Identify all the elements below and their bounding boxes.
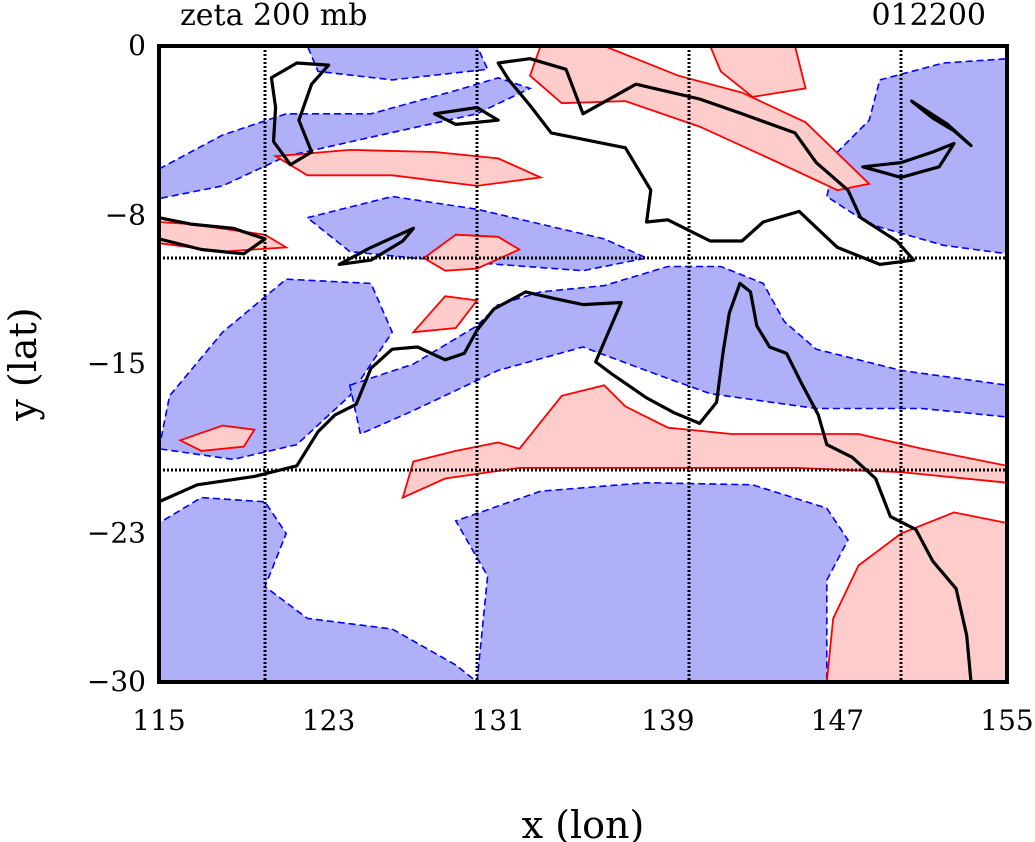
coastline-new-britain [861,141,956,179]
x-tick-label: 147 [811,704,864,737]
coastline-timor [337,226,415,266]
x-tick-label: 155 [980,704,1033,737]
x-axis-label: x (lon) [522,803,645,842]
plot-area [159,46,1007,682]
y-tick-label: −8 [105,199,146,232]
coastline-australia-mainland [159,281,973,682]
y-tick-label: 0 [128,29,146,62]
y-tick-labels: 0 −8 −15 −23 −30 [87,29,146,698]
coastline-layer [159,57,973,682]
negative-region-equatorial-trough [306,46,489,81]
x-tick-label: 139 [641,704,694,737]
x-tick-label: 115 [132,704,185,737]
title-right: 012200 [871,0,986,33]
positive-region-equatorial-patch [709,46,807,98]
x-tick-label: 123 [302,704,355,737]
title-left: zeta 200 mb [180,0,368,33]
plot-frame [157,44,1009,684]
grid-lines [159,46,1007,682]
negative-region-south-central-trough [454,481,849,682]
coastline-seram [433,105,500,126]
y-axis-label: y (lat) [1,307,45,421]
y-tick-label: −23 [87,517,146,550]
coastline-sulawesi [269,61,331,167]
negative-region-west-mid-trough [159,278,394,461]
positive-region-coral-sea-max [825,511,1007,682]
coastline-new-guinea [496,57,916,266]
positive-region-west-band [177,424,256,452]
negative-region-north-trough [159,76,533,200]
y-tick-label: −15 [87,347,146,380]
x-tick-label: 131 [471,704,524,737]
coastline-java-sumbawa [159,216,267,256]
positive-region-mid-band-patch [272,148,544,187]
x-tick-labels: 115 123 131 139 147 155 [132,704,1033,737]
coastline-new-ireland [910,99,973,148]
negative-region-arafura-trough [305,195,650,272]
positive-region-new-guinea-patches [528,46,872,192]
y-tick-label: −30 [87,665,146,698]
positive-region-timor-sea-patch [411,295,479,334]
positive-region-banda-patch [422,233,522,272]
